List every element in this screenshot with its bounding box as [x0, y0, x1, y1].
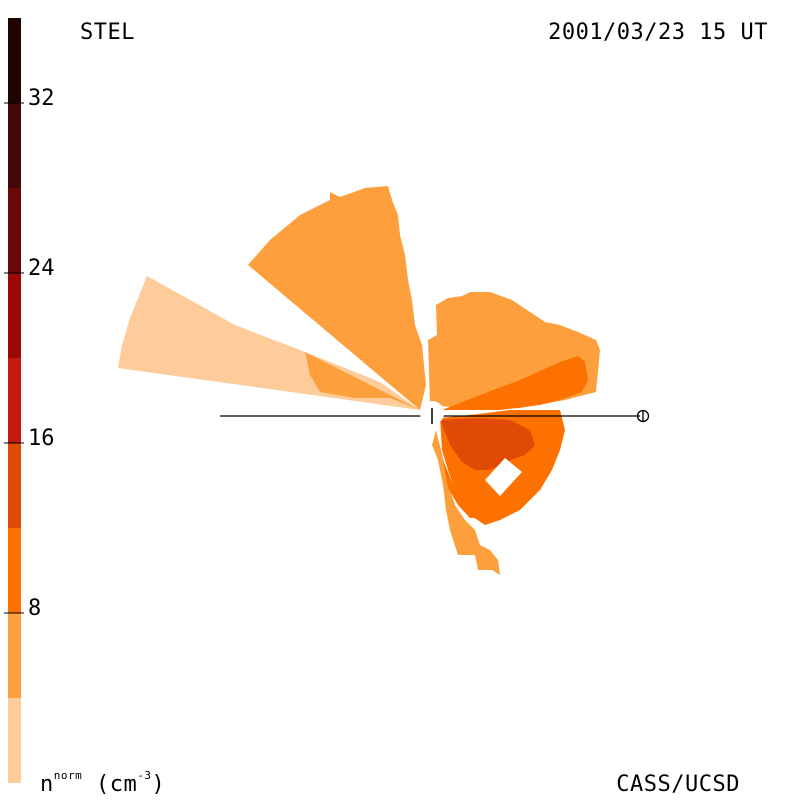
density-map: [118, 186, 600, 575]
density-plot: 8 16 24 32: [0, 0, 800, 800]
colorbar-band: [8, 443, 21, 528]
colorbar-band: [8, 358, 21, 443]
colorbar-tick-label: 8: [28, 596, 41, 621]
colorbar-band: [8, 698, 21, 783]
colorbar-band: [8, 273, 21, 358]
colorbar-band: [8, 188, 21, 273]
colorbar-band: [8, 18, 21, 103]
colorbar-band: [8, 613, 21, 698]
colorbar-band: [8, 103, 21, 188]
colorbar-tick-label: 16: [28, 426, 55, 451]
colorbar: [8, 18, 21, 783]
colorbar-band: [8, 528, 21, 613]
colorbar-tick-label: 24: [28, 256, 55, 281]
colorbar-tick-label: 32: [28, 86, 55, 111]
